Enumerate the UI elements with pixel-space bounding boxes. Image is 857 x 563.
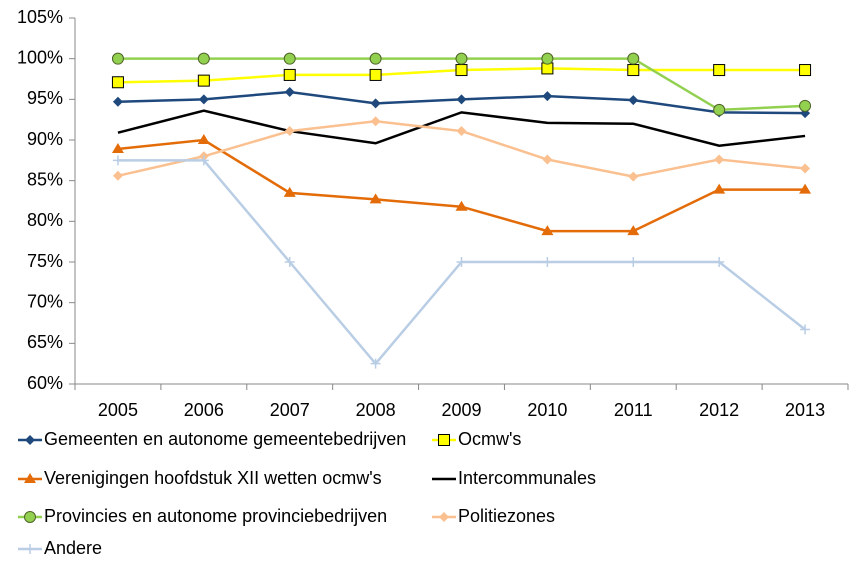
- y-tick-label: 75%: [27, 251, 63, 271]
- point-marker: [197, 52, 210, 65]
- legend-marker: [24, 473, 36, 483]
- legend-label: Intercommunales: [458, 468, 596, 488]
- legend-label: Politiezones: [458, 506, 555, 526]
- point-marker: [800, 324, 811, 335]
- point-marker: [284, 126, 295, 137]
- point-marker: [112, 155, 123, 166]
- point-marker: [284, 87, 295, 98]
- point-marker: [799, 64, 812, 77]
- y-tick-label: 65%: [27, 332, 63, 352]
- point-marker: [713, 103, 726, 116]
- point-marker: [542, 257, 553, 267]
- legend-label: Provincies en autonome provinciebedrijve…: [44, 506, 387, 526]
- point-marker: [197, 74, 210, 87]
- point-marker: [799, 99, 812, 112]
- y-tick-label: 85%: [27, 169, 63, 189]
- point-marker: [198, 155, 209, 166]
- point-marker: [713, 183, 726, 194]
- legend-marker: [438, 434, 450, 446]
- point-marker: [714, 257, 725, 267]
- legend-marker: [25, 435, 35, 445]
- series-line: [117, 138, 806, 233]
- point-marker: [283, 68, 296, 81]
- point-marker: [283, 186, 296, 197]
- point-marker: [628, 257, 639, 267]
- y-tick-label: 90%: [27, 129, 63, 149]
- y-tick-label: 100%: [17, 47, 63, 67]
- point-marker: [714, 154, 725, 165]
- point-marker: [713, 64, 726, 77]
- point-marker: [627, 52, 640, 65]
- legend-marker: [25, 544, 35, 554]
- point-marker: [455, 200, 468, 211]
- y-tick-label: 105%: [17, 7, 63, 27]
- point-marker: [369, 52, 382, 65]
- point-marker: [541, 225, 554, 236]
- y-tick-label: 80%: [27, 210, 63, 230]
- y-tick-label: 60%: [27, 373, 63, 393]
- y-tick-label: 70%: [27, 291, 63, 311]
- x-tick-label: 2012: [699, 400, 739, 420]
- point-marker: [283, 52, 296, 65]
- point-marker: [541, 52, 554, 65]
- point-marker: [628, 95, 639, 106]
- point-marker: [111, 76, 124, 89]
- point-marker: [111, 52, 124, 65]
- point-marker: [456, 126, 467, 137]
- point-marker: [111, 142, 124, 153]
- x-tick-label: 2006: [184, 400, 224, 420]
- x-tick-label: 2010: [527, 400, 567, 420]
- legend-label: Ocmw's: [458, 429, 521, 449]
- point-marker: [370, 358, 381, 369]
- point-marker: [455, 52, 468, 65]
- point-marker: [627, 64, 640, 77]
- point-marker: [198, 94, 209, 105]
- point-marker: [455, 64, 468, 77]
- point-marker: [456, 257, 467, 267]
- x-tick-label: 2011: [614, 400, 653, 420]
- series-line: [117, 109, 806, 147]
- y-tick-label: 95%: [27, 88, 63, 108]
- point-marker: [369, 193, 382, 204]
- point-marker: [284, 257, 295, 267]
- legend-label: Andere: [44, 538, 102, 558]
- point-marker: [628, 171, 639, 182]
- point-marker: [542, 154, 553, 165]
- x-tick-label: 2008: [356, 400, 396, 420]
- x-tick-label: 2013: [785, 400, 825, 420]
- point-marker: [799, 183, 812, 194]
- point-marker: [197, 134, 210, 144]
- point-marker: [370, 116, 381, 127]
- legend-marker: [24, 511, 36, 523]
- legend-label: Verenigingen hoofdstuk XII wetten ocmw's: [44, 468, 382, 488]
- point-marker: [627, 225, 640, 236]
- legend-label: Gemeenten en autonome gemeentebedrijven: [44, 429, 406, 449]
- x-tick-label: 2007: [270, 400, 310, 420]
- point-marker: [112, 170, 123, 181]
- point-marker: [542, 91, 553, 102]
- point-marker: [456, 94, 467, 105]
- point-marker: [370, 98, 381, 109]
- point-marker: [369, 68, 382, 81]
- x-tick-label: 2005: [98, 400, 138, 420]
- point-marker: [800, 163, 811, 174]
- legend-marker: [439, 512, 449, 522]
- x-tick-label: 2009: [441, 400, 481, 420]
- point-marker: [112, 96, 123, 107]
